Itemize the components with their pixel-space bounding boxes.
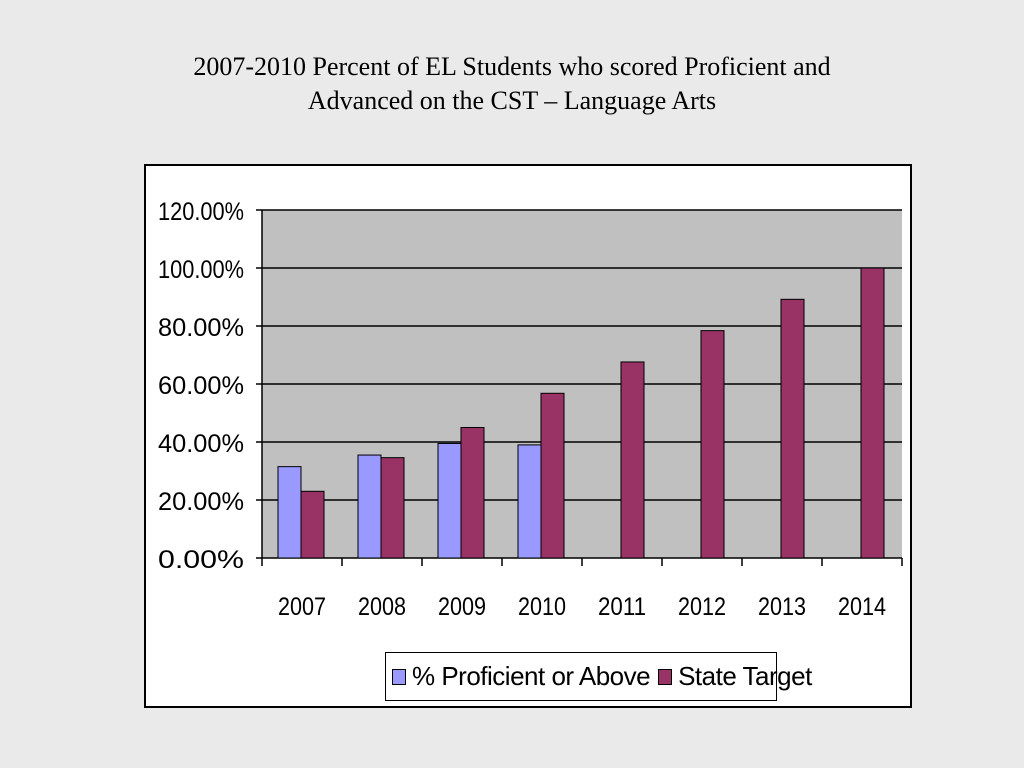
bar-state-target: [300, 490, 325, 559]
bar-state-target: [620, 361, 645, 559]
legend-swatch-proficient: [392, 668, 406, 685]
slide-title-line-2: Advanced on the CST – Language Arts: [307, 86, 717, 115]
legend-swatch-state-target: [658, 668, 673, 685]
y-tick-label: 0.00%: [158, 546, 244, 574]
bar-state-target: [460, 427, 485, 559]
slide-title: 2007-2010 Percent of EL Students who sco…: [0, 50, 1024, 118]
slide-title-line-1: 2007-2010 Percent of EL Students who sco…: [193, 52, 831, 81]
legend-item-proficient: % Proficient or Above: [392, 661, 651, 692]
x-tick-label: 2011: [598, 593, 646, 621]
legend-label-proficient: % Proficient or Above: [412, 661, 651, 691]
bar-proficient: [357, 454, 382, 559]
y-tick-label: 80.00%: [158, 314, 244, 342]
x-tick-label: 2007: [278, 593, 326, 621]
x-tick-label: 2013: [758, 593, 806, 621]
bar-state-target: [380, 457, 405, 559]
x-tick-label: 2012: [678, 593, 726, 621]
legend-label-state-target: State Target: [678, 661, 812, 691]
bar-proficient: [437, 442, 462, 559]
bar-proficient: [517, 444, 542, 559]
x-tick-label: 2010: [518, 593, 566, 621]
legend-item-state-target: State Target: [658, 661, 812, 692]
y-tick-label: 40.00%: [158, 430, 244, 458]
y-tick-label: 20.00%: [158, 488, 244, 516]
bar-state-target: [540, 392, 565, 559]
chart-legend: % Proficient or Above State Target: [385, 652, 812, 701]
bar-state-target: [780, 298, 805, 559]
y-tick-label: 120.00%: [158, 198, 244, 226]
x-tick-label: 2014: [838, 593, 886, 621]
bar-state-target: [700, 330, 725, 559]
x-tick-label: 2008: [358, 593, 406, 621]
y-tick-label: 60.00%: [158, 372, 244, 400]
x-tick-label: 2009: [438, 593, 486, 621]
bar-proficient: [277, 466, 302, 559]
y-tick-label: 100.00%: [158, 256, 244, 284]
bar-state-target: [860, 267, 885, 559]
